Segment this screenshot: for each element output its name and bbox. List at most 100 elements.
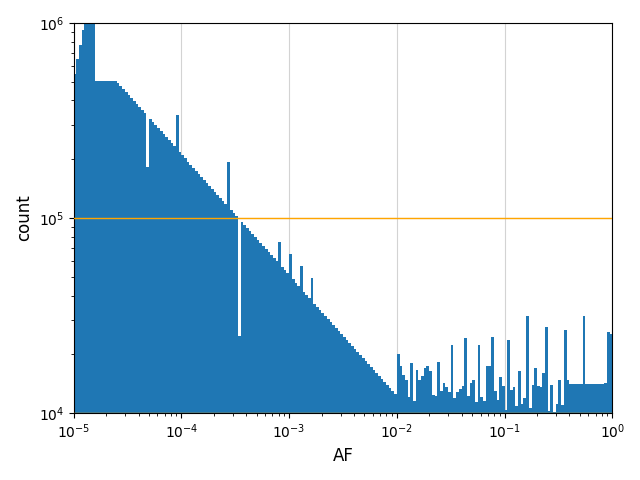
Bar xyxy=(416,370,419,480)
Bar xyxy=(138,107,141,480)
Bar xyxy=(189,165,192,480)
Bar xyxy=(472,380,475,480)
Bar xyxy=(257,240,259,480)
Bar xyxy=(419,380,421,480)
Bar xyxy=(513,386,515,480)
Bar xyxy=(569,384,572,480)
Bar xyxy=(405,380,408,480)
Bar xyxy=(195,170,198,480)
Bar xyxy=(236,216,238,480)
X-axis label: AF: AF xyxy=(333,447,353,465)
Bar xyxy=(588,384,591,480)
Bar xyxy=(84,23,87,480)
Bar xyxy=(397,354,399,480)
Bar xyxy=(575,384,577,480)
Bar xyxy=(537,385,540,480)
Bar xyxy=(561,405,564,480)
Bar xyxy=(566,381,569,480)
Bar xyxy=(545,327,548,480)
Bar xyxy=(515,406,518,480)
Bar xyxy=(230,210,232,480)
Bar xyxy=(95,81,98,480)
Bar xyxy=(205,183,208,480)
Bar xyxy=(198,174,200,480)
Bar xyxy=(184,158,187,480)
Bar xyxy=(300,266,303,480)
Bar xyxy=(308,298,310,480)
Bar xyxy=(354,349,356,480)
Bar xyxy=(152,122,154,480)
Bar xyxy=(510,390,513,480)
Bar xyxy=(564,330,566,480)
Bar xyxy=(181,156,184,480)
Bar xyxy=(82,30,84,480)
Bar xyxy=(98,81,100,480)
Bar xyxy=(327,319,330,480)
Bar xyxy=(149,119,152,480)
Bar xyxy=(289,254,292,480)
Bar xyxy=(324,316,327,480)
Bar xyxy=(502,386,504,480)
Bar xyxy=(216,195,219,480)
Bar xyxy=(421,376,424,480)
Bar xyxy=(284,270,287,480)
Bar xyxy=(292,279,294,480)
Bar xyxy=(208,186,211,480)
Bar xyxy=(200,177,203,480)
Bar xyxy=(497,399,499,480)
Bar xyxy=(287,274,289,480)
Bar xyxy=(367,364,370,480)
Bar xyxy=(160,131,163,480)
Bar xyxy=(147,167,149,480)
Bar xyxy=(508,340,510,480)
Y-axis label: count: count xyxy=(15,194,33,241)
Bar xyxy=(319,310,321,480)
Bar xyxy=(610,334,612,480)
Bar xyxy=(238,336,241,480)
Bar xyxy=(143,113,147,480)
Bar xyxy=(593,384,596,480)
Bar xyxy=(392,391,394,480)
Bar xyxy=(87,23,90,480)
Bar xyxy=(356,352,359,480)
Bar xyxy=(481,396,483,480)
Bar xyxy=(111,81,114,480)
Bar xyxy=(254,237,257,480)
Bar xyxy=(532,385,534,480)
Bar xyxy=(243,225,246,480)
Bar xyxy=(464,338,467,480)
Bar xyxy=(607,332,610,480)
Bar xyxy=(351,346,354,480)
Bar xyxy=(572,384,575,480)
Bar xyxy=(548,410,550,480)
Bar xyxy=(321,313,324,480)
Bar xyxy=(270,255,273,480)
Bar xyxy=(408,397,410,480)
Bar xyxy=(332,325,335,480)
Bar xyxy=(386,385,388,480)
Bar xyxy=(109,81,111,480)
Bar xyxy=(106,81,109,480)
Bar xyxy=(338,331,340,480)
Bar xyxy=(477,345,481,480)
Bar xyxy=(540,387,542,480)
Bar xyxy=(130,98,133,480)
Bar xyxy=(388,388,392,480)
Bar xyxy=(429,371,432,480)
Bar xyxy=(163,134,165,480)
Bar xyxy=(526,316,529,480)
Bar xyxy=(303,291,305,480)
Bar xyxy=(348,343,351,480)
Bar xyxy=(426,365,429,480)
Bar xyxy=(314,304,316,480)
Bar xyxy=(491,337,494,480)
Bar xyxy=(133,101,136,480)
Bar xyxy=(103,81,106,480)
Bar xyxy=(187,161,189,480)
Bar xyxy=(335,328,338,480)
Bar xyxy=(276,261,278,480)
Bar xyxy=(249,231,252,480)
Bar xyxy=(310,278,314,480)
Bar xyxy=(602,384,604,480)
Bar xyxy=(305,295,308,480)
